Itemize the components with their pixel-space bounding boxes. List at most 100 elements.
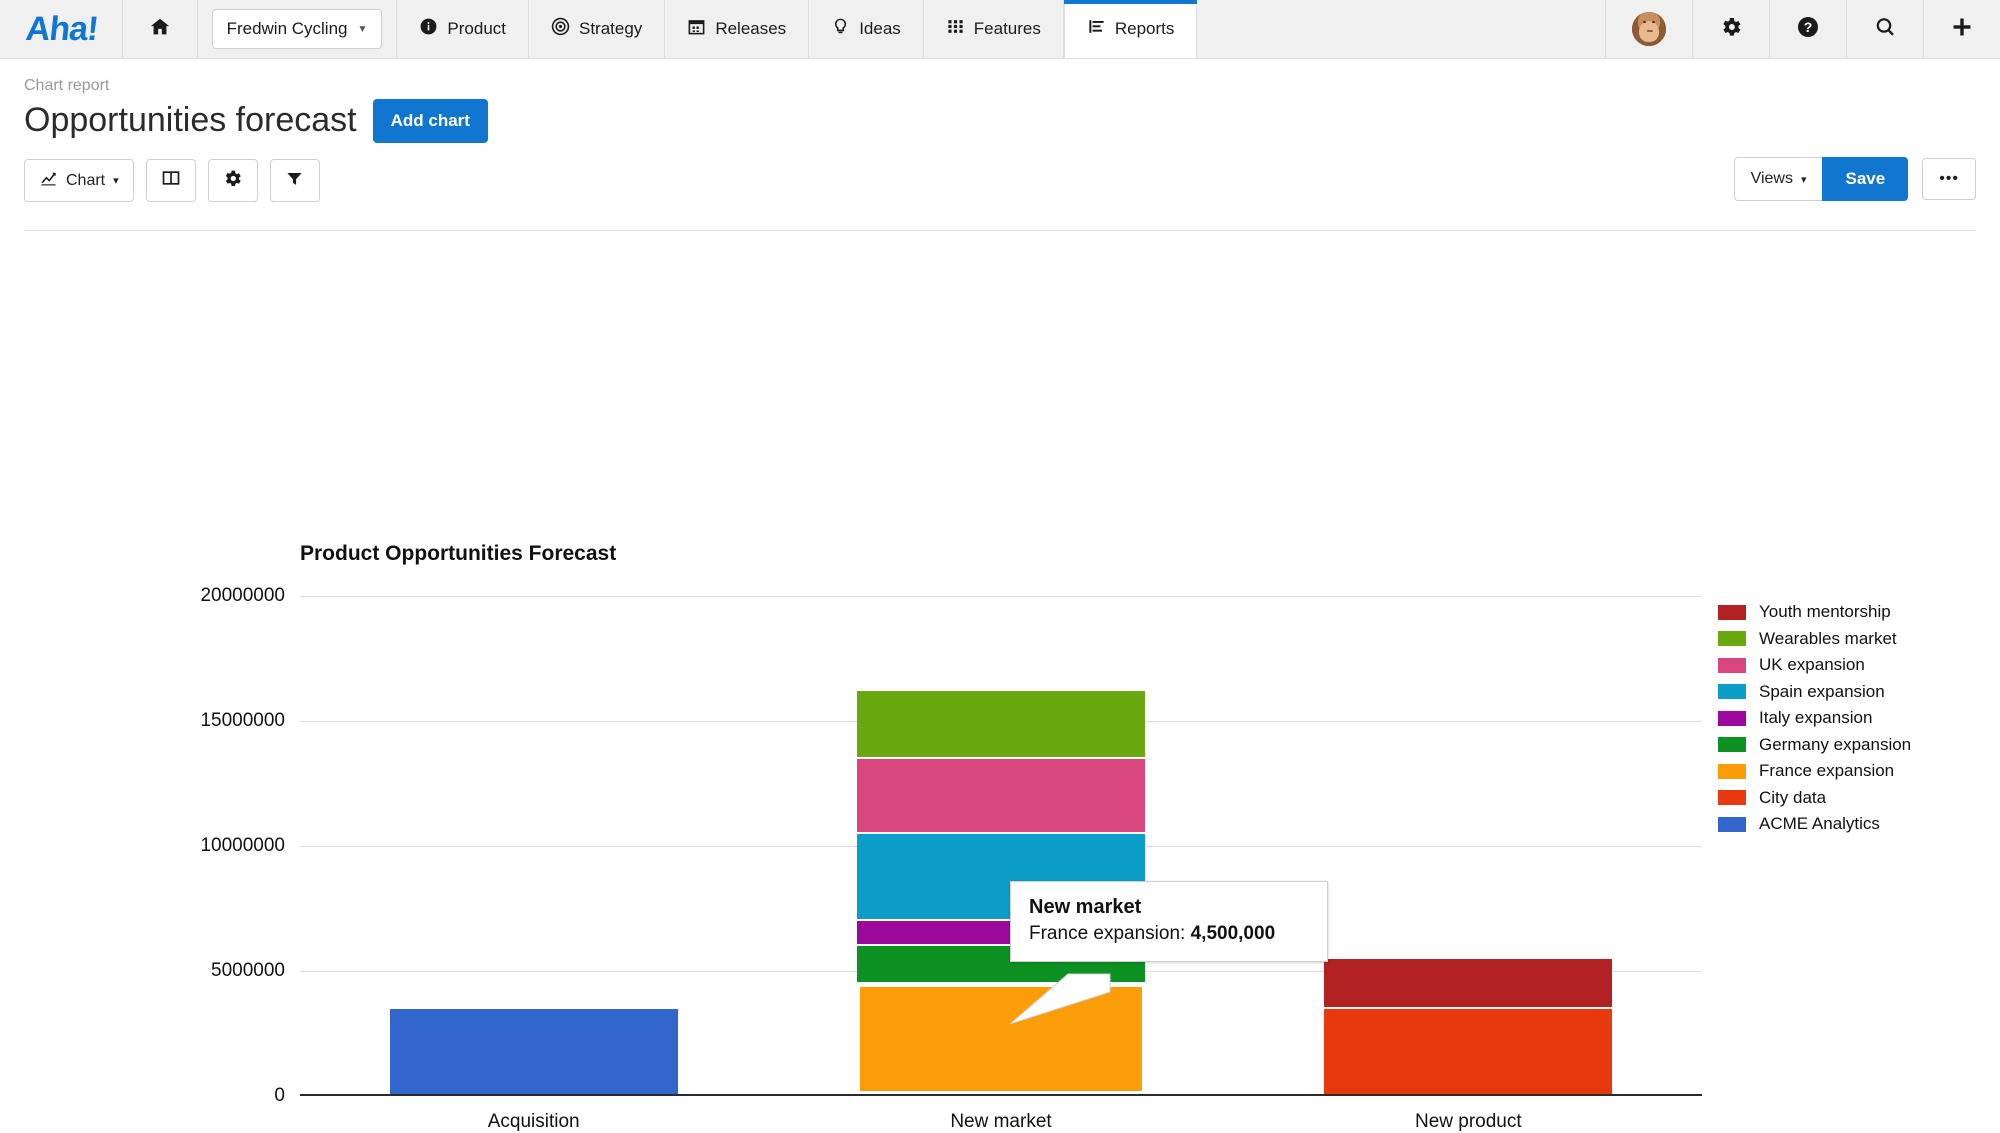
legend-item[interactable]: Spain expansion	[1718, 679, 1911, 706]
legend-item[interactable]: Germany expansion	[1718, 732, 1911, 759]
avatar[interactable]	[1606, 0, 1693, 58]
gear-icon	[1719, 15, 1743, 44]
calendar-icon	[687, 17, 706, 41]
chart-type-label: Chart	[66, 171, 106, 189]
legend-swatch	[1718, 816, 1746, 832]
nav-item-ideas[interactable]: Ideas	[809, 0, 924, 58]
chart-toolbar: Chart ▾	[24, 159, 1976, 202]
x-axis-category-label: New market	[950, 1111, 1052, 1132]
legend-label: France expansion	[1759, 761, 1895, 781]
columns-icon	[160, 168, 182, 193]
product-selector[interactable]: Fredwin Cycling ▼	[211, 9, 383, 49]
bar-segment[interactable]	[1324, 958, 1613, 1007]
settings-button[interactable]	[1693, 0, 1770, 58]
y-axis-tick-label: 0	[274, 1085, 285, 1106]
chevron-down-icon: ▼	[357, 23, 368, 35]
plus-icon	[1950, 15, 1974, 44]
gear-icon	[222, 168, 243, 194]
legend-item[interactable]: City data	[1718, 785, 1911, 812]
report-lines-icon	[1087, 17, 1106, 41]
nav-item-reports[interactable]: Reports	[1063, 0, 1198, 58]
tooltip-body: France expansion: 4,500,000	[1029, 923, 1309, 945]
legend-item[interactable]: UK expansion	[1718, 652, 1911, 679]
legend-item[interactable]: ACME Analytics	[1718, 811, 1911, 838]
tooltip-pointer	[1010, 973, 1111, 1024]
legend-label: Italy expansion	[1759, 708, 1873, 728]
chart-type-dropdown[interactable]: Chart ▾	[24, 159, 134, 202]
funnel-icon	[285, 169, 304, 193]
tooltip-series-label: France expansion:	[1029, 923, 1186, 944]
legend-swatch	[1718, 790, 1746, 806]
nav-item-strategy[interactable]: Strategy	[529, 0, 666, 58]
bar-new-product[interactable]	[1324, 596, 1613, 1096]
chevron-down-icon: ▾	[1800, 173, 1807, 186]
legend-swatch	[1718, 737, 1746, 753]
legend-label: City data	[1759, 787, 1827, 807]
y-axis-tick-label: 15000000	[200, 710, 285, 731]
chevron-down-icon: ▾	[113, 175, 119, 187]
legend-label: Wearables market	[1759, 628, 1897, 648]
add-chart-button[interactable]: Add chart	[372, 99, 488, 143]
aha-logo-text: Aha!	[24, 10, 100, 48]
x-axis-category-label: Acquisition	[487, 1111, 580, 1132]
user-avatar-image	[1632, 12, 1666, 46]
views-dropdown[interactable]: Views ▾	[1733, 157, 1823, 201]
title-row: Opportunities forecast Add chart	[24, 99, 1976, 143]
nav-item-label: Ideas	[859, 19, 901, 38]
search-icon	[1873, 15, 1897, 44]
tooltip-value: 4,500,000	[1190, 923, 1276, 944]
more-options-button[interactable]: •••	[1922, 158, 1976, 200]
nav-item-product[interactable]: Product	[397, 0, 529, 58]
header-divider	[24, 230, 1976, 231]
home-button[interactable]	[123, 0, 198, 58]
bar-segment[interactable]	[857, 758, 1145, 832]
help-button[interactable]: ?	[1770, 0, 1847, 58]
legend-label: UK expansion	[1759, 655, 1865, 675]
page-header: Chart report Opportunities forecast Add …	[0, 59, 2000, 231]
nav-item-label: Strategy	[579, 19, 643, 38]
search-button[interactable]	[1847, 0, 1924, 58]
grid-icon	[946, 17, 965, 41]
legend-swatch	[1718, 657, 1746, 673]
aha-logo[interactable]: Aha!	[0, 0, 123, 58]
chart-settings-button[interactable]	[207, 159, 258, 202]
bar-segment[interactable]	[1324, 1008, 1613, 1094]
line-chart-icon	[39, 170, 58, 192]
legend-label: Youth mentorship	[1759, 602, 1891, 622]
legend-item[interactable]: Wearables market	[1718, 626, 1911, 653]
nav-spacer	[1197, 0, 1606, 58]
bar-acquisition[interactable]	[389, 596, 678, 1096]
nav-item-label: Releases	[715, 19, 787, 38]
nav-item-features[interactable]: Features	[924, 0, 1064, 58]
product-selector-cell: Fredwin Cycling ▼	[198, 0, 398, 58]
legend-label: ACME Analytics	[1759, 814, 1880, 834]
nav-item-label: Reports	[1114, 19, 1175, 38]
bar-segment[interactable]	[857, 691, 1145, 757]
top-navigation: Aha! Fredwin Cycling ▼ Product Strategy …	[0, 0, 2000, 59]
filter-button[interactable]	[269, 159, 320, 202]
add-button[interactable]	[1924, 0, 2000, 58]
legend-item[interactable]: Youth mentorship	[1718, 599, 1911, 626]
save-button[interactable]: Save	[1822, 157, 1909, 201]
legend-swatch	[1718, 763, 1746, 779]
product-selector-label: Fredwin Cycling	[226, 19, 348, 38]
chart-tooltip: New market France expansion: 4,500,000	[1010, 881, 1328, 962]
views-label: Views	[1750, 170, 1793, 187]
nav-item-releases[interactable]: Releases	[665, 0, 810, 58]
target-icon	[551, 17, 570, 41]
x-axis-category-label: New product	[1414, 1111, 1522, 1132]
bar-segment[interactable]	[389, 1008, 678, 1094]
info-circle-icon	[419, 17, 438, 41]
chart-canvas: Product Opportunities Forecast 0 5000000 1…	[0, 231, 2000, 1132]
legend-item[interactable]: France expansion	[1718, 758, 1911, 785]
legend-item[interactable]: Italy expansion	[1718, 705, 1911, 732]
layout-button[interactable]	[145, 159, 196, 202]
lightbulb-icon	[831, 17, 850, 41]
nav-item-label: Product	[447, 19, 506, 38]
header-actions: Views ▾ Save •••	[1733, 157, 1976, 201]
legend-label: Spain expansion	[1759, 681, 1885, 701]
y-axis-tick-label: 5000000	[211, 960, 285, 981]
legend-swatch	[1718, 631, 1746, 647]
y-axis-tick-label: 20000000	[200, 585, 285, 606]
home-icon	[149, 16, 171, 43]
